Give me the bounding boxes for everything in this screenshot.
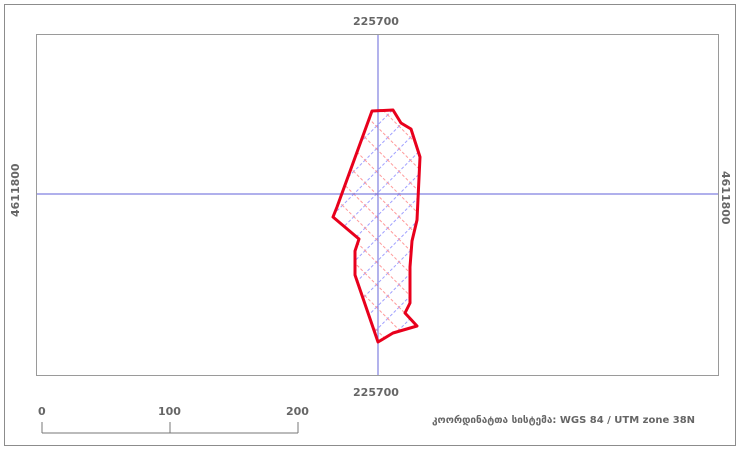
map-area[interactable]: [36, 34, 719, 376]
scale-bar: 0 100 200: [36, 405, 316, 439]
scale-label-200: 200: [286, 405, 309, 418]
scale-label-100: 100: [158, 405, 181, 418]
northing-label-right: 4611800: [719, 171, 732, 225]
crs-label: კოორდინატთა სისტემა: WGS 84 / UTM zone 3…: [432, 415, 696, 426]
scale-bar-lines: [41, 422, 299, 434]
parcel-outline[interactable]: [331, 108, 422, 344]
scale-label-0: 0: [38, 405, 46, 418]
easting-label-top: 225700: [353, 15, 399, 28]
northing-label-left: 4611800: [9, 163, 22, 217]
easting-label-bottom: 225700: [353, 386, 399, 399]
map-canvas: [37, 35, 718, 375]
